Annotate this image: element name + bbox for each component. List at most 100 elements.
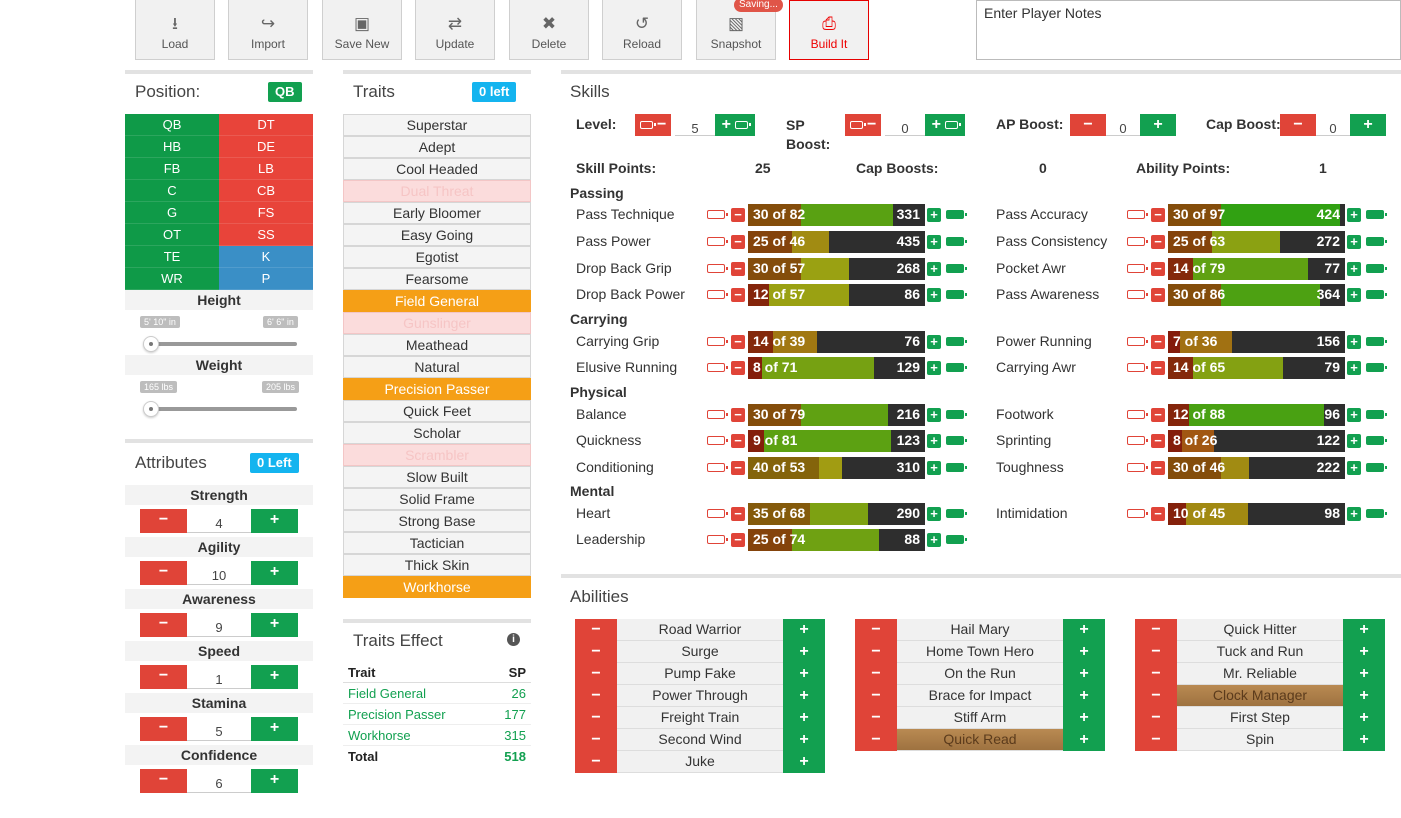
sp-boost-decrease-button[interactable]: − (845, 114, 881, 136)
ability-decrease-button[interactable]: − (855, 707, 897, 729)
ability-name[interactable]: Tuck and Run (1177, 641, 1343, 663)
skill-max-battery-icon[interactable] (946, 509, 967, 518)
skill-max-battery-icon[interactable] (1366, 290, 1387, 299)
trait-option[interactable]: Egotist (343, 246, 531, 268)
skill-min-battery-icon[interactable] (707, 337, 728, 346)
ability-name[interactable]: Power Through (617, 685, 783, 707)
position-option[interactable]: TE (125, 246, 219, 268)
ability-increase-button[interactable]: + (783, 729, 825, 751)
skill-decrease-button[interactable]: − (731, 235, 745, 249)
attribute-increase-button[interactable]: + (251, 561, 298, 585)
skill-decrease-button[interactable]: − (731, 335, 745, 349)
attribute-decrease-button[interactable]: − (140, 717, 187, 741)
ability-increase-button[interactable]: + (783, 663, 825, 685)
ability-name[interactable]: Brace for Impact (897, 685, 1063, 707)
height-slider-handle[interactable] (143, 336, 159, 352)
ability-name[interactable]: Freight Train (617, 707, 783, 729)
position-option[interactable]: P (219, 268, 313, 290)
cap-boost-increase-button[interactable]: + (1350, 114, 1386, 136)
skill-max-battery-icon[interactable] (1366, 509, 1387, 518)
attribute-increase-button[interactable]: + (251, 769, 298, 793)
ability-name[interactable]: Home Town Hero (897, 641, 1063, 663)
trait-option[interactable]: Fearsome (343, 268, 531, 290)
skill-max-battery-icon[interactable] (946, 290, 967, 299)
skill-decrease-button[interactable]: − (1151, 235, 1165, 249)
skill-increase-button[interactable]: + (927, 335, 941, 349)
ability-name[interactable]: First Step (1177, 707, 1343, 729)
skill-increase-button[interactable]: + (927, 408, 941, 422)
skill-increase-button[interactable]: + (1347, 507, 1361, 521)
ability-increase-button[interactable]: + (783, 685, 825, 707)
skill-decrease-button[interactable]: − (731, 361, 745, 375)
trait-option[interactable]: Dual Threat (343, 180, 531, 202)
skill-max-battery-icon[interactable] (946, 436, 967, 445)
ability-decrease-button[interactable]: − (855, 619, 897, 641)
position-option[interactable]: FS (219, 202, 313, 224)
skill-min-battery-icon[interactable] (1127, 436, 1148, 445)
skill-max-battery-icon[interactable] (946, 410, 967, 419)
skill-min-battery-icon[interactable] (707, 463, 728, 472)
attribute-decrease-button[interactable]: − (140, 561, 187, 585)
trait-option[interactable]: Cool Headed (343, 158, 531, 180)
position-option[interactable]: WR (125, 268, 219, 290)
ability-name[interactable]: On the Run (897, 663, 1063, 685)
skill-decrease-button[interactable]: − (731, 208, 745, 222)
trait-option[interactable]: Natural (343, 356, 531, 378)
ability-decrease-button[interactable]: − (575, 685, 617, 707)
skill-max-battery-icon[interactable] (946, 264, 967, 273)
ability-decrease-button[interactable]: − (575, 751, 617, 773)
attribute-value[interactable]: 4 (187, 509, 251, 533)
update-button[interactable]: ⇄ Update (415, 0, 495, 60)
trait-option[interactable]: Adept (343, 136, 531, 158)
skill-max-battery-icon[interactable] (1366, 410, 1387, 419)
ability-increase-button[interactable]: + (1063, 707, 1105, 729)
skill-min-battery-icon[interactable] (707, 535, 728, 544)
ability-increase-button[interactable]: + (1343, 707, 1385, 729)
skill-max-battery-icon[interactable] (946, 337, 967, 346)
position-option[interactable]: HB (125, 136, 219, 158)
skill-min-battery-icon[interactable] (707, 290, 728, 299)
ability-name[interactable]: Surge (617, 641, 783, 663)
skill-decrease-button[interactable]: − (731, 262, 745, 276)
skill-decrease-button[interactable]: − (1151, 461, 1165, 475)
ability-name[interactable]: Pump Fake (617, 663, 783, 685)
skill-increase-button[interactable]: + (1347, 288, 1361, 302)
position-option[interactable]: LB (219, 158, 313, 180)
skill-increase-button[interactable]: + (1347, 208, 1361, 222)
level-increase-button[interactable]: + (715, 114, 755, 136)
ability-decrease-button[interactable]: − (855, 729, 897, 751)
attribute-increase-button[interactable]: + (251, 665, 298, 689)
position-option[interactable]: QB (125, 114, 219, 136)
skill-min-battery-icon[interactable] (1127, 290, 1148, 299)
trait-option[interactable]: Meathead (343, 334, 531, 356)
weight-slider-track[interactable] (148, 407, 297, 411)
ability-increase-button[interactable]: + (1343, 663, 1385, 685)
skill-max-battery-icon[interactable] (946, 535, 967, 544)
ability-increase-button[interactable]: + (1063, 685, 1105, 707)
ability-decrease-button[interactable]: − (575, 663, 617, 685)
skill-increase-button[interactable]: + (1347, 235, 1361, 249)
attribute-increase-button[interactable]: + (251, 717, 298, 741)
ability-name[interactable]: Stiff Arm (897, 707, 1063, 729)
skill-min-battery-icon[interactable] (707, 363, 728, 372)
info-icon[interactable]: i (507, 633, 520, 646)
sp-boost-increase-button[interactable]: + (925, 114, 965, 136)
ability-increase-button[interactable]: + (783, 751, 825, 773)
position-option[interactable]: FB (125, 158, 219, 180)
skill-min-battery-icon[interactable] (1127, 410, 1148, 419)
ability-increase-button[interactable]: + (1063, 729, 1105, 751)
ability-increase-button[interactable]: + (1343, 641, 1385, 663)
ability-name[interactable]: Juke (617, 751, 783, 773)
ability-decrease-button[interactable]: − (1135, 619, 1177, 641)
skill-decrease-button[interactable]: − (1151, 208, 1165, 222)
build-it-button[interactable]: ⎙ Build It (789, 0, 869, 60)
trait-option[interactable]: Field General (343, 290, 531, 312)
skill-decrease-button[interactable]: − (731, 461, 745, 475)
skill-min-battery-icon[interactable] (707, 436, 728, 445)
skill-decrease-button[interactable]: − (1151, 408, 1165, 422)
import-button[interactable]: ↪ Import (228, 0, 308, 60)
skill-increase-button[interactable]: + (1347, 361, 1361, 375)
trait-option[interactable]: Slow Built (343, 466, 531, 488)
attribute-decrease-button[interactable]: − (140, 509, 187, 533)
skill-decrease-button[interactable]: − (1151, 507, 1165, 521)
